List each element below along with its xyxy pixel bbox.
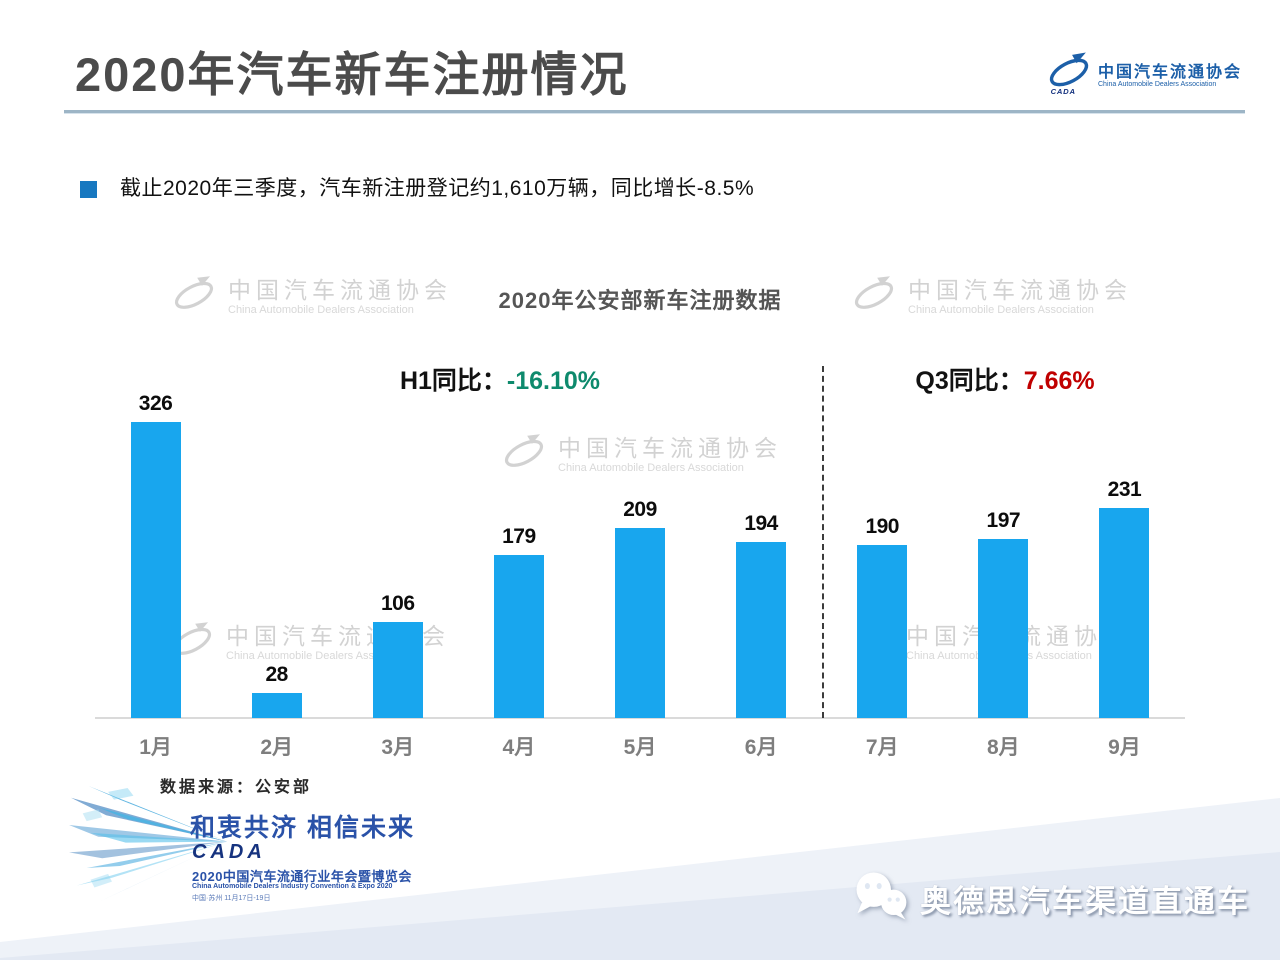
annotation-h1-label: H1同比：	[399, 367, 507, 395]
watermark-en: China Automobile Dealers Association	[908, 304, 1094, 317]
brand-banner: 奥德思汽车渠道直通车	[852, 870, 1250, 927]
bar-2月	[251, 693, 302, 718]
bar-value-label: 28	[265, 663, 288, 686]
x-axis-label: 6月	[744, 736, 778, 759]
watermark: 中国汽车流通协会 China Automobile Dealers Associ…	[850, 276, 1132, 318]
bar-3月	[372, 622, 423, 718]
watermark-en: China Automobile Dealers Association	[226, 650, 412, 663]
expo-venue: 中国·苏州 11月17日-19日	[192, 895, 271, 902]
x-axis-line	[95, 717, 1185, 719]
page-title: 2020年汽车新车注册情况	[75, 48, 629, 101]
watermark-en: China Automobile Dealers Association	[558, 462, 744, 475]
bar-value-label: 106	[380, 592, 415, 615]
watermark-cn: 中国汽车流通协会	[228, 276, 452, 303]
annotation-h1: H1同比：-16.10%	[330, 361, 670, 397]
x-axis-label: 5月	[623, 736, 657, 759]
watermark-cn: 中国汽车流通协会	[558, 434, 782, 461]
bar-value-label: 190	[865, 515, 899, 538]
bar-9月	[1099, 508, 1150, 718]
x-axis-label: 8月	[986, 736, 1020, 759]
bar-value-label: 179	[502, 525, 536, 548]
annotation-q3: Q3同比：7.66%	[850, 361, 1160, 397]
bar-7月	[857, 545, 908, 718]
cada-logo-en: China Automobile Dealers Association	[1098, 81, 1217, 89]
bar-1月	[130, 422, 181, 718]
expo-event-title-en: China Automobile Dealers Industry Conven…	[192, 883, 393, 890]
annotation-h1-value: -16.10%	[506, 367, 601, 395]
bar-4月	[493, 555, 544, 718]
watermark: 中国汽车流通协会 China Automobile Dealers Associ…	[170, 276, 452, 318]
bar-6月	[736, 542, 787, 718]
bar-8月	[978, 539, 1029, 718]
chart-title: 2020年公安部新车注册数据	[498, 288, 782, 313]
quarter-divider-dashed-line	[822, 366, 824, 718]
expo-event-title: 2020中国汽车流通行业年会暨博览会	[192, 869, 412, 884]
bar-value-label: 326	[138, 392, 173, 415]
wechat-icon	[852, 870, 910, 927]
bar-value-label: 209	[623, 498, 657, 521]
cada-logo-cn: 中国汽车流通协会	[1098, 63, 1243, 81]
cada-swoosh-icon	[504, 434, 544, 467]
bar-value-label: 194	[744, 512, 778, 535]
x-axis-label: 4月	[502, 736, 536, 759]
summary-text: 截止2020年三季度，汽车新注册登记约1,610万辆，同比增长-8.5%	[120, 177, 755, 200]
svg-text:CADA: CADA	[1051, 87, 1076, 96]
cada-swoosh-icon: CADA	[1046, 52, 1092, 101]
bullet-square-icon	[80, 181, 97, 198]
title-underline	[64, 110, 1245, 114]
x-axis-label: 9月	[1108, 736, 1141, 759]
x-axis-label: 1月	[139, 736, 172, 759]
watermark: 中国汽车流通协会 China Automobile Dealers Associ…	[500, 434, 782, 476]
expo-fan-icon	[68, 786, 236, 913]
cada-swoosh-icon	[174, 276, 214, 309]
watermark-cn: 中国汽车流通协会	[908, 276, 1132, 303]
brand-text: 奥德思汽车渠道直通车	[920, 884, 1250, 919]
cada-swoosh-icon	[854, 276, 894, 309]
bar-5月	[615, 528, 665, 718]
expo-cada-wordmark: CADA	[192, 841, 266, 863]
x-axis-label: 2月	[260, 736, 293, 759]
cada-logo: CADA 中国汽车流通协会 China Automobile Dealers A…	[1046, 52, 1242, 101]
annotation-q3-value: 7.66%	[1023, 367, 1095, 395]
data-source-note: 数据来源：公安部	[160, 777, 313, 796]
bar-value-label: 231	[1107, 478, 1142, 501]
expo-slogan: 和衷共济 相信未来	[190, 814, 415, 842]
x-axis-label: 3月	[381, 736, 415, 759]
bar-value-label: 197	[986, 509, 1021, 532]
annotation-q3-label: Q3同比：	[915, 367, 1024, 395]
watermark-en: China Automobile Dealers Association	[228, 304, 414, 317]
x-axis-label: 7月	[865, 736, 899, 759]
